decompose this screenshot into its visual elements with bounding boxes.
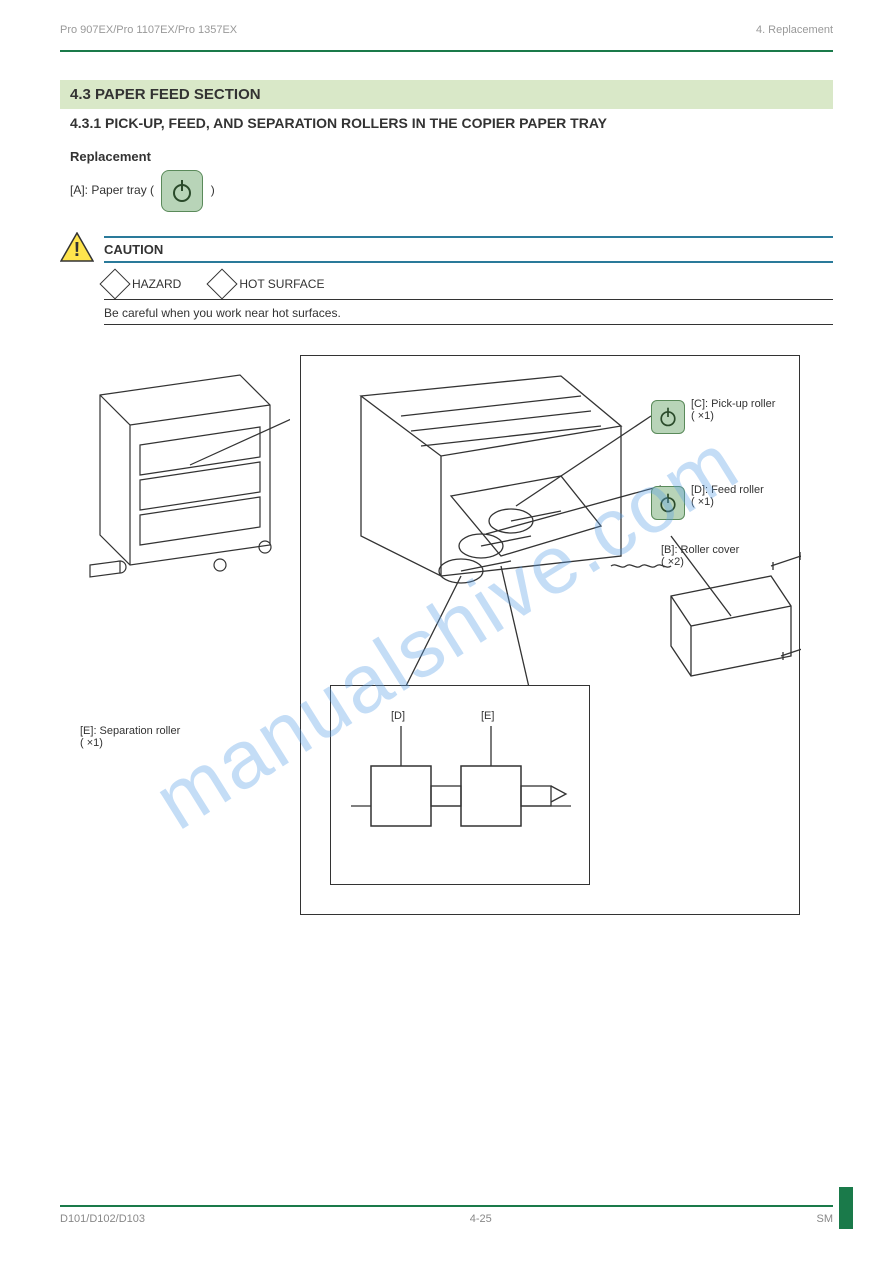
figure: [C]: Pick-up roller ( ×1) [D]: Feed roll… — [70, 355, 810, 935]
top-rule — [60, 50, 833, 52]
hazard-rule — [104, 299, 833, 300]
section-heading-bar: 4.3 PAPER FEED SECTION — [60, 80, 833, 109]
diamond-icon — [207, 268, 238, 299]
hazard-item-1: HAZARD — [104, 273, 181, 295]
section-heading-text: 4.3 PAPER FEED SECTION — [70, 86, 261, 103]
header-left: Pro 907EX/Pro 1107EX/Pro 1357EX — [60, 24, 237, 36]
page: Pro 907EX/Pro 1107EX/Pro 1357EX 4. Repla… — [0, 0, 893, 1263]
replacement-line: [A]: Paper tray ( ) — [70, 168, 833, 214]
section-subheading: 4.3.1 PICK-UP, FEED, AND SEPARATION ROLL… — [70, 115, 833, 131]
replacement-text-before: [A]: Paper tray ( — [70, 183, 154, 197]
footer: D101/D102/D103 4-25 SM — [60, 1205, 833, 1225]
callout-D: [D]: Feed roller ( ×1) — [691, 484, 764, 508]
page-edge-tab — [839, 1187, 853, 1229]
hazard-item-2: HOT SURFACE — [211, 273, 324, 295]
footer-center: 4-25 — [470, 1213, 492, 1225]
inset-detail-frame: [D] [E] — [330, 685, 590, 885]
replacement-text-after: ) — [211, 183, 215, 197]
caution-body: CAUTION HAZARD HOT SURFACE Be careful wh… — [104, 232, 833, 331]
replacement-heading: Replacement — [70, 149, 833, 164]
hazard-row: HAZARD HOT SURFACE — [104, 273, 833, 295]
callout-E: [E]: Separation roller ( ×1) — [80, 725, 180, 749]
caution-rule-mid — [104, 261, 833, 263]
diamond-icon — [99, 268, 130, 299]
inset-label-E: [E] — [481, 710, 494, 722]
footer-right: SM — [816, 1213, 833, 1225]
running-header: Pro 907EX/Pro 1107EX/Pro 1357EX 4. Repla… — [60, 24, 833, 36]
hazard-rule-bottom — [104, 324, 833, 325]
caution-rule-top — [104, 236, 833, 238]
callout-B: [B]: Roller cover ( ×2) — [661, 544, 739, 568]
caution-title: CAUTION — [104, 242, 833, 257]
inset-label-D: [D] — [391, 710, 405, 722]
tray-release-icon — [161, 170, 203, 212]
callout-C: [C]: Pick-up roller ( ×1) — [691, 398, 775, 422]
footer-left: D101/D102/D103 — [60, 1213, 145, 1225]
hazard-2-label: HOT SURFACE — [239, 277, 324, 291]
caution-triangle-icon: ! — [60, 232, 94, 262]
header-right: 4. Replacement — [756, 24, 833, 36]
release-icon-badge — [651, 400, 685, 434]
roller-inset-drawing — [331, 686, 591, 886]
caution-block: ! CAUTION HAZARD HOT SURFACE Be careful … — [60, 232, 833, 331]
hazard-1-label: HAZARD — [132, 277, 181, 291]
release-icon-badge — [651, 486, 685, 520]
hazard-description: Be careful when you work near hot surfac… — [104, 306, 833, 320]
svg-text:!: ! — [74, 239, 81, 261]
printer-overview-drawing — [70, 365, 290, 595]
